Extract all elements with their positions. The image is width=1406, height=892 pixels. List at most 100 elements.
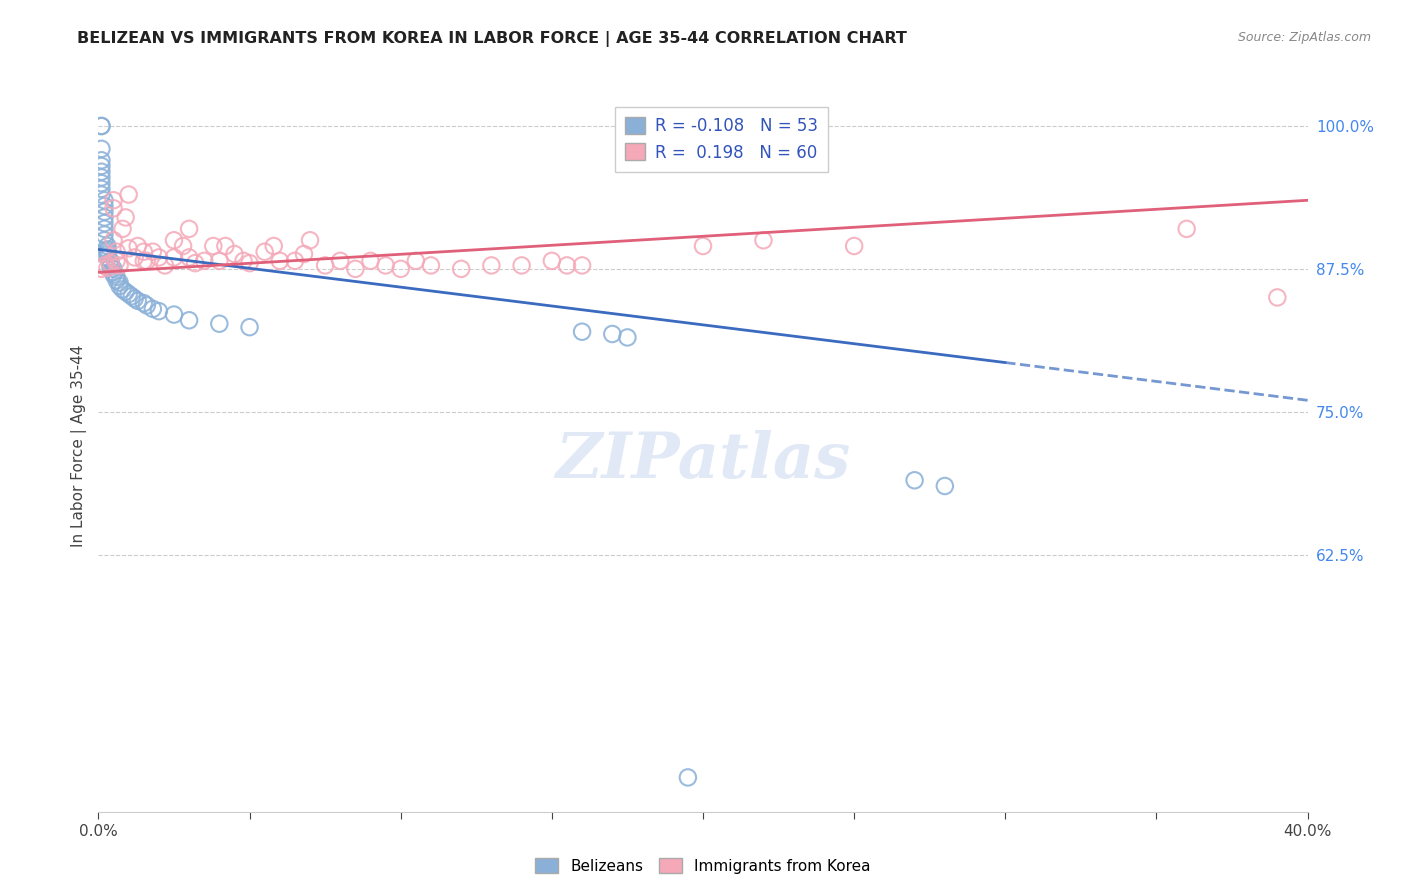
Point: [118, 187, 141, 202]
Point: [93, 194, 115, 208]
Point: [93, 204, 115, 219]
Point: [142, 301, 165, 316]
Point: [329, 253, 352, 268]
Point: [179, 313, 201, 327]
Point: [692, 239, 714, 253]
Point: [1175, 222, 1198, 236]
Y-axis label: In Labor Force | Age 35-44: In Labor Force | Age 35-44: [72, 345, 87, 547]
Point: [90, 165, 112, 179]
Point: [132, 244, 155, 259]
Point: [96, 247, 118, 261]
Point: [135, 298, 157, 312]
Point: [132, 253, 155, 268]
Point: [103, 261, 125, 276]
Point: [127, 239, 149, 253]
Point: [93, 259, 115, 273]
Point: [118, 287, 141, 301]
Point: [571, 325, 593, 339]
Point: [93, 222, 115, 236]
Point: [93, 211, 115, 225]
Point: [184, 256, 207, 270]
Point: [108, 279, 131, 293]
Point: [616, 330, 638, 344]
Point: [103, 194, 125, 208]
Point: [571, 259, 593, 273]
Point: [96, 244, 118, 259]
Point: [148, 304, 170, 318]
Point: [105, 273, 128, 287]
Point: [163, 308, 186, 322]
Point: [172, 239, 194, 253]
Point: [100, 256, 122, 270]
Point: [374, 259, 396, 273]
Point: [153, 259, 176, 273]
Text: ZIPatlas: ZIPatlas: [555, 430, 851, 491]
Point: [253, 244, 276, 259]
Point: [100, 260, 122, 274]
Point: [90, 159, 112, 173]
Point: [299, 233, 322, 247]
Point: [193, 253, 215, 268]
Point: [105, 244, 128, 259]
Point: [93, 199, 115, 213]
Point: [93, 233, 115, 247]
Point: [360, 253, 382, 268]
Point: [93, 227, 115, 242]
Point: [135, 253, 157, 268]
Point: [90, 170, 112, 185]
Point: [232, 253, 254, 268]
Point: [179, 222, 201, 236]
Point: [163, 233, 186, 247]
Point: [93, 216, 115, 230]
Point: [103, 265, 125, 279]
Point: [602, 326, 624, 341]
Point: [127, 293, 149, 308]
Point: [239, 320, 262, 334]
Point: [292, 247, 315, 261]
Point: [202, 239, 225, 253]
Point: [121, 289, 143, 303]
Point: [405, 253, 427, 268]
Point: [142, 244, 165, 259]
Point: [90, 261, 112, 276]
Point: [105, 269, 128, 284]
Point: [90, 119, 112, 133]
Legend: Belizeans, Immigrants from Korea: Belizeans, Immigrants from Korea: [530, 852, 876, 880]
Text: Source: ZipAtlas.com: Source: ZipAtlas.com: [1237, 31, 1371, 45]
Point: [124, 251, 146, 265]
Point: [114, 211, 136, 225]
Point: [163, 251, 186, 265]
Point: [904, 473, 927, 487]
Point: [284, 253, 307, 268]
Point: [132, 296, 155, 310]
Point: [103, 268, 125, 282]
Point: [96, 243, 118, 257]
Point: [100, 256, 122, 270]
Point: [90, 176, 112, 190]
Text: BELIZEAN VS IMMIGRANTS FROM KOREA IN LABOR FORCE | AGE 35-44 CORRELATION CHART: BELIZEAN VS IMMIGRANTS FROM KOREA IN LAB…: [77, 31, 907, 47]
Point: [96, 251, 118, 265]
Point: [100, 253, 122, 268]
Point: [105, 253, 128, 268]
Point: [389, 261, 412, 276]
Point: [90, 182, 112, 196]
Point: [481, 259, 503, 273]
Point: [208, 317, 231, 331]
Point: [540, 253, 562, 268]
Point: [752, 233, 775, 247]
Point: [108, 276, 131, 290]
Point: [114, 285, 136, 299]
Point: [676, 771, 699, 785]
Point: [263, 239, 285, 253]
Point: [450, 261, 472, 276]
Point: [179, 251, 201, 265]
Point: [90, 119, 112, 133]
Point: [90, 153, 112, 168]
Point: [314, 259, 336, 273]
Point: [420, 259, 443, 273]
Point: [1267, 290, 1289, 304]
Point: [90, 187, 112, 202]
Point: [96, 260, 118, 275]
Point: [224, 247, 246, 261]
Point: [108, 259, 131, 273]
